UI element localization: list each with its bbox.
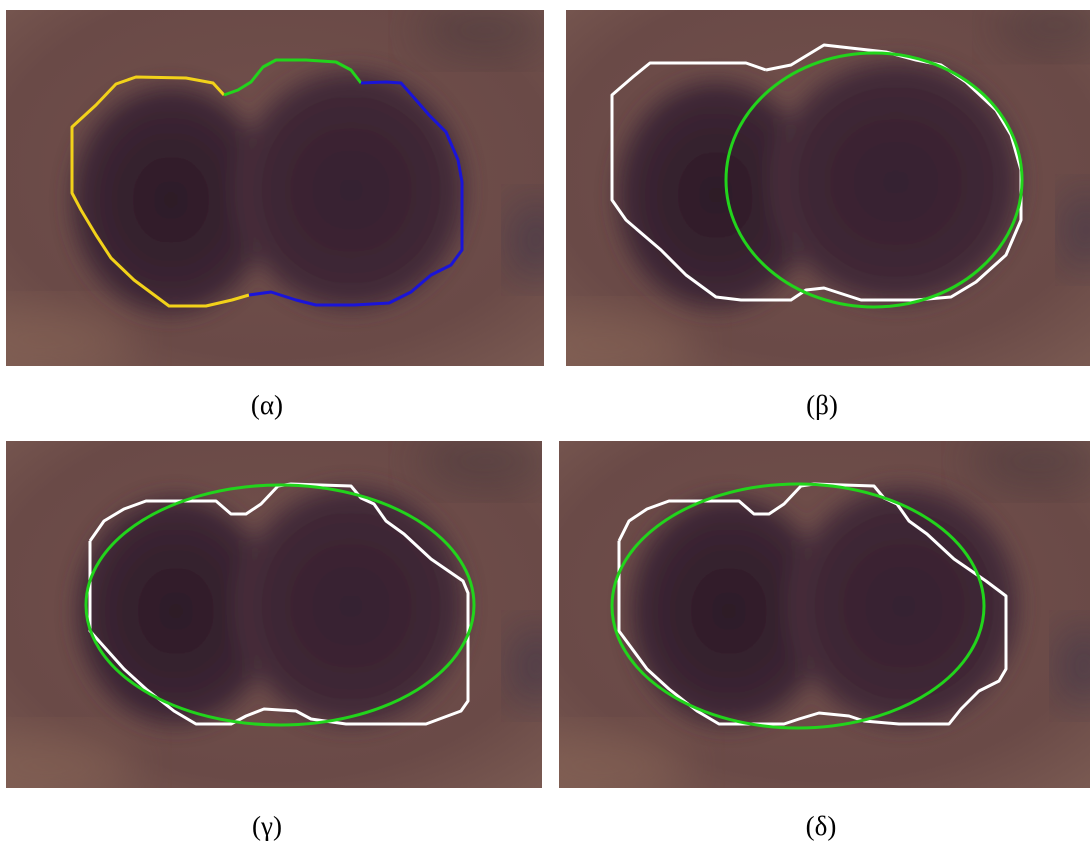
caption-delta: (δ) [805, 811, 837, 841]
fitted-ellipse [724, 51, 1024, 309]
panel-gamma-image [6, 441, 542, 788]
caption-beta: (β) [806, 390, 838, 420]
fitted-ellipse [610, 482, 986, 730]
caption-alpha: (α) [250, 390, 284, 420]
panel-delta-image [559, 441, 1090, 788]
fitted-ellipse [84, 483, 476, 727]
contour-white [88, 482, 470, 726]
panel-alpha-image [6, 10, 544, 366]
contour-green [223, 58, 363, 97]
contour-blue [248, 80, 464, 307]
caption-gamma: (γ) [252, 811, 282, 841]
panel-beta-image [566, 10, 1090, 366]
contour-yellow [70, 75, 250, 308]
contour-white [617, 482, 1008, 726]
